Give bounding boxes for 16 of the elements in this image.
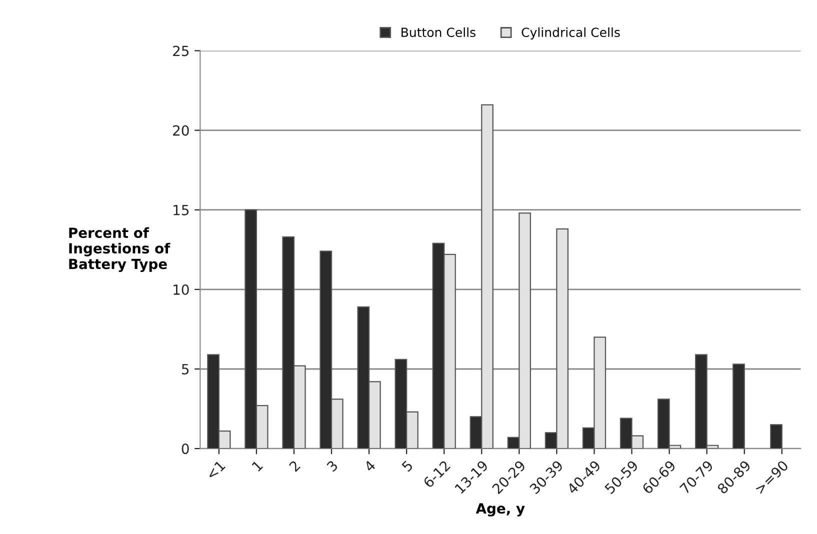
- x-tick-label: 2: [288, 460, 300, 472]
- y-tick-label: 5: [182, 364, 189, 374]
- y-tick-label: 10: [174, 284, 189, 295]
- x-tick-label: 1: [252, 460, 264, 472]
- legend-label: Button Cells: [402, 27, 476, 38]
- y-tick-label: 0: [182, 444, 189, 454]
- x-axis-title: Age, y: [476, 503, 525, 516]
- y-tick-label: 25: [173, 46, 189, 56]
- x-tick-label: <1: [206, 460, 226, 480]
- y-tick-label: 15: [174, 205, 189, 216]
- legend-label: Cylindrical Cells: [522, 27, 620, 40]
- y-tick-label: 20: [173, 125, 189, 136]
- x-tick-label: 4: [364, 460, 376, 472]
- x-tick-label: 5: [401, 460, 414, 472]
- y-axis-title: Percent of Ingestions of Battery Type: [69, 227, 170, 272]
- x-tick-label: 3: [326, 460, 338, 472]
